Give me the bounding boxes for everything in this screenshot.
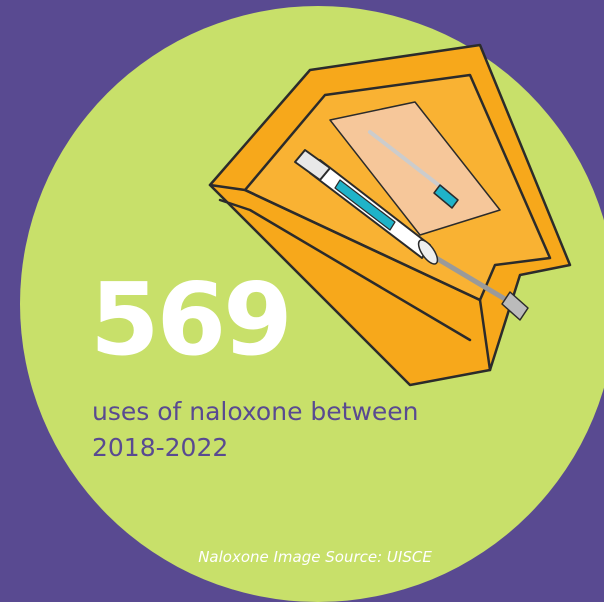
stat-description-line2: 2018-2022	[92, 433, 229, 462]
stat-description: uses of naloxone between 2018-2022	[92, 394, 492, 466]
image-source-credit: Naloxone Image Source: UISCE	[198, 548, 432, 566]
naloxone-kit-illustration	[208, 43, 572, 387]
stat-description-line1: uses of naloxone between	[92, 397, 419, 426]
stat-number: 569	[90, 261, 293, 378]
